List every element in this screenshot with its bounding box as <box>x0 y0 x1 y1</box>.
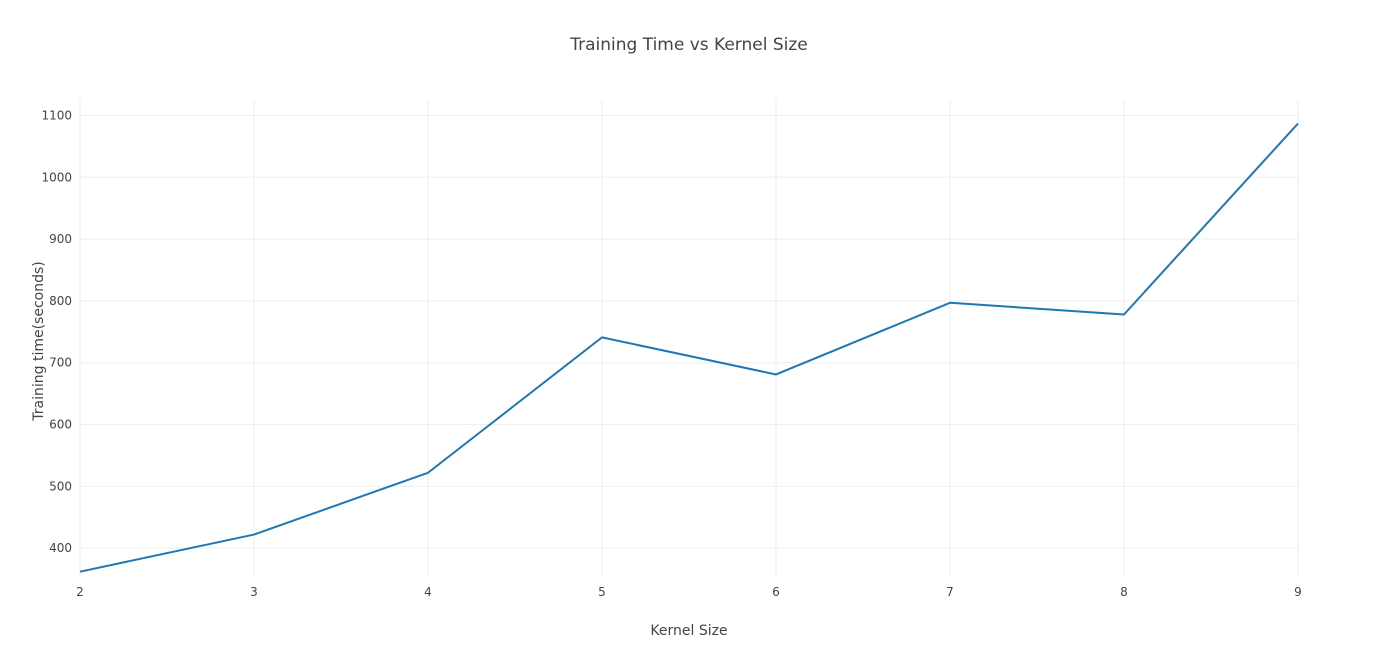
x-tick-label: 8 <box>1120 585 1128 599</box>
x-tick-label: 3 <box>250 585 258 599</box>
x-tick-labels: 2 3 4 5 6 7 8 9 <box>76 585 1302 599</box>
y-gridlines <box>80 114 1298 549</box>
x-gridlines <box>79 100 1299 576</box>
y-tick-label: 400 <box>49 541 72 555</box>
y-tick-label: 1100 <box>41 108 72 122</box>
y-tick-label: 500 <box>49 479 72 493</box>
y-axis-title: Training time(seconds) <box>31 261 47 421</box>
y-tick-label: 1000 <box>41 170 72 184</box>
y-tick-label: 700 <box>49 356 72 370</box>
x-tick-label: 5 <box>598 585 606 599</box>
x-axis-title: Kernel Size <box>650 623 727 639</box>
x-tick-label: 6 <box>772 585 780 599</box>
y-tick-label: 800 <box>49 294 72 308</box>
y-tick-label: 600 <box>49 418 72 432</box>
series-line <box>79 122 1299 573</box>
x-tick-label: 2 <box>76 585 84 599</box>
chart-title: Training Time vs Kernel Size <box>569 35 808 55</box>
x-tick-label: 4 <box>424 585 432 599</box>
y-tick-labels: 400 500 600 700 800 900 1000 1100 <box>41 108 72 555</box>
y-tick-label: 900 <box>49 232 72 246</box>
series-layer <box>79 122 1299 573</box>
x-tick-label: 9 <box>1294 585 1302 599</box>
x-tick-label: 7 <box>946 585 954 599</box>
